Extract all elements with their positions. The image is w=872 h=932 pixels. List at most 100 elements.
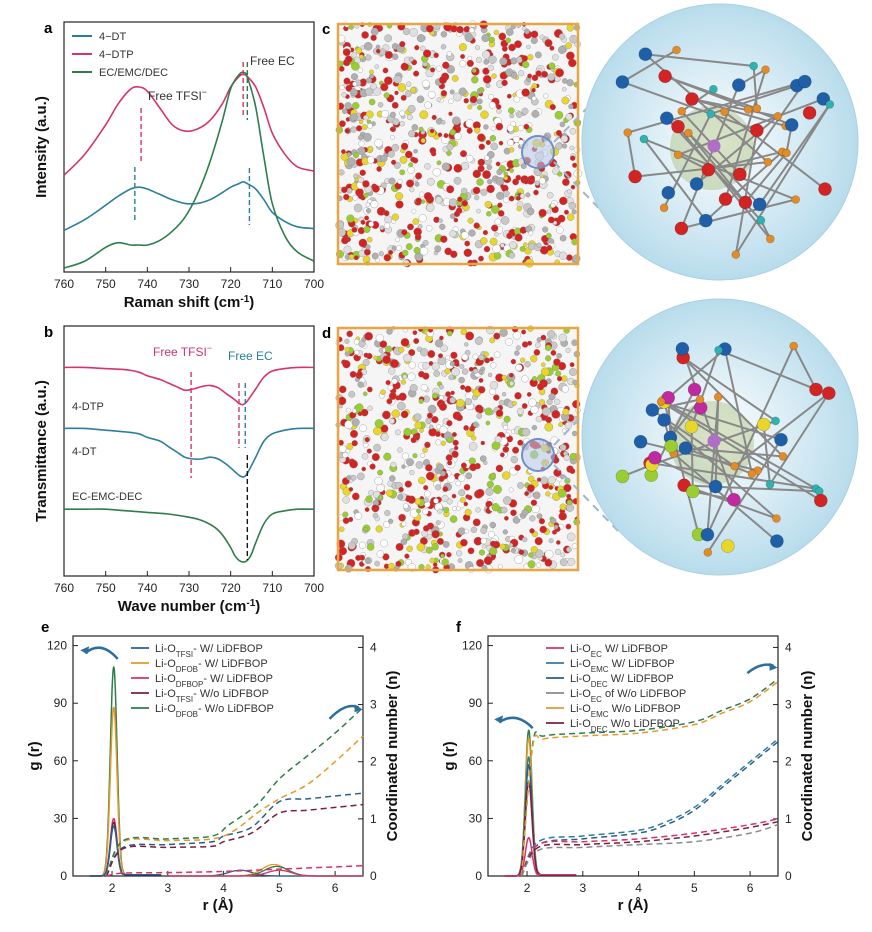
atom-sphere <box>488 531 495 538</box>
atom-sphere <box>503 425 508 431</box>
atom-sphere <box>423 192 433 201</box>
zoom-connector-line <box>553 464 623 536</box>
atom-sphere <box>423 525 430 532</box>
atom-sphere <box>377 102 384 108</box>
atom-sphere <box>346 152 352 157</box>
atom-sphere <box>550 350 557 356</box>
atom-sphere <box>413 246 421 254</box>
atom-sphere <box>409 187 415 193</box>
atom-sphere <box>540 476 549 485</box>
atom-sphere <box>464 508 472 516</box>
atom-sphere <box>437 356 447 366</box>
atom-sphere <box>441 558 449 566</box>
atom-sphere <box>542 407 551 416</box>
atom-sphere <box>463 26 470 33</box>
atom-sphere <box>432 168 441 177</box>
atom-sphere <box>361 466 366 472</box>
atom-sphere <box>391 159 397 165</box>
atom-sphere <box>357 472 365 481</box>
atom-sphere <box>552 220 558 226</box>
atom-sphere <box>419 110 429 120</box>
atom-sphere <box>514 233 523 242</box>
atom-sphere <box>373 426 382 436</box>
legend-label: Li-OTFSI- W/ LiDFBOP <box>155 643 263 659</box>
atom-sphere <box>356 125 363 132</box>
atom-sphere <box>536 242 542 248</box>
atom-sphere <box>495 177 505 186</box>
atom-sphere <box>372 504 378 510</box>
atom-sphere <box>535 415 543 423</box>
atom-sphere <box>355 554 362 561</box>
atom-sphere <box>530 37 538 44</box>
x-tick-label: 730 <box>179 581 199 595</box>
atom-sphere <box>520 357 526 363</box>
atom <box>761 65 770 74</box>
atom-sphere <box>521 509 529 516</box>
atom-sphere <box>400 94 407 101</box>
plot-frame <box>63 325 315 577</box>
atom-sphere <box>338 526 345 532</box>
atom-sphere <box>489 388 497 395</box>
atom-sphere <box>484 407 493 416</box>
atom-sphere <box>373 443 381 452</box>
atom-sphere <box>509 381 515 386</box>
lithium-ion <box>707 434 721 448</box>
atom-sphere <box>440 31 448 38</box>
atom <box>791 195 801 204</box>
atom-sphere <box>374 476 383 486</box>
chart-b: 760 750 740 730 720 710 700 Wave number (cm-1) T… <box>33 325 324 615</box>
atom-sphere <box>359 54 364 60</box>
rdf-peak-line <box>504 836 577 877</box>
atom-sphere <box>435 431 441 437</box>
atom-sphere <box>387 150 395 158</box>
atom-sphere <box>354 349 360 355</box>
atom-sphere <box>497 202 503 208</box>
atom-sphere <box>540 367 550 377</box>
atom-sphere <box>446 498 453 505</box>
atom-sphere <box>341 236 349 245</box>
atom <box>647 450 662 465</box>
atom-sphere <box>529 175 535 182</box>
atom-sphere <box>484 155 490 161</box>
atom <box>731 78 746 92</box>
atom-sphere <box>488 55 497 64</box>
coordination-number-line <box>520 741 779 877</box>
atom-sphere <box>460 462 467 469</box>
atom-sphere <box>528 230 534 236</box>
atom-sphere <box>530 546 538 554</box>
atom-sphere <box>501 392 507 397</box>
atom-sphere <box>410 437 417 444</box>
atom-sphere <box>478 87 485 93</box>
atom-sphere <box>446 437 452 443</box>
atom-sphere <box>504 515 509 521</box>
atom-sphere <box>567 213 575 221</box>
atom-sphere <box>396 245 402 251</box>
bond <box>682 356 777 422</box>
atom-sphere <box>356 371 363 378</box>
atom-sphere <box>453 217 459 223</box>
atom-sphere <box>480 527 488 534</box>
atom-sphere <box>401 464 406 469</box>
x-tick-label: 2 <box>524 881 531 895</box>
atom-sphere <box>531 504 540 513</box>
atom-sphere <box>411 124 419 131</box>
atom-sphere <box>491 205 500 214</box>
atom-sphere <box>453 92 462 102</box>
annotation-free-tfsi: Free TFSI− <box>148 87 207 103</box>
atom-sphere <box>480 110 489 119</box>
panel-letter-f: f <box>456 619 462 636</box>
x-tick-label: 700 <box>304 277 324 291</box>
atom-sphere <box>521 107 529 115</box>
atom-sphere <box>427 350 436 358</box>
atom <box>749 61 758 71</box>
atom-sphere <box>344 102 352 110</box>
atom-sphere <box>503 415 511 423</box>
atom-sphere <box>406 545 413 552</box>
atom-sphere <box>423 485 429 491</box>
atom-sphere <box>550 202 556 208</box>
atom-sphere <box>508 147 515 153</box>
atom-sphere <box>420 537 428 545</box>
atom-sphere <box>556 129 562 136</box>
atom-sphere <box>517 439 524 446</box>
atom <box>671 119 685 134</box>
